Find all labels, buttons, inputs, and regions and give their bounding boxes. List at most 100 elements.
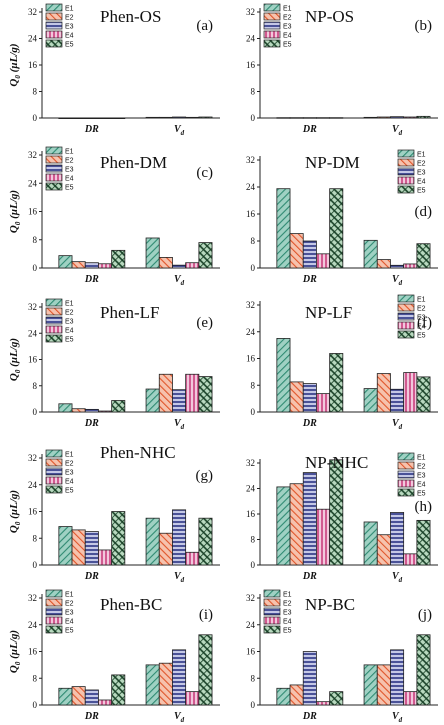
bar-e4-vd	[403, 263, 418, 269]
y-tick-label: 8	[251, 87, 256, 97]
legend-label: E1	[417, 297, 426, 304]
panel-label: (h)	[415, 499, 433, 515]
legend-label: E2	[65, 310, 74, 317]
bar-e1-vd	[363, 116, 378, 119]
x-tick-label: DR	[302, 418, 317, 429]
y-tick-label: 24	[246, 182, 256, 192]
legend-label: E5	[65, 337, 74, 344]
bar-e2-dr	[289, 684, 304, 706]
legend-label: E5	[417, 188, 426, 195]
bar-e1-vd	[145, 664, 160, 706]
bar-e3-vd	[172, 649, 187, 706]
legend-label: E1	[65, 592, 74, 599]
x-tick-label: Vd	[392, 418, 403, 431]
y-tick-label: 32	[28, 453, 37, 463]
legend-swatch-e1	[397, 452, 415, 461]
bar-e5-dr	[111, 511, 126, 566]
bar-e5-dr	[111, 249, 126, 269]
legend-label: E5	[65, 185, 74, 192]
y-tick-label: 24	[246, 34, 256, 44]
legend-label: E4	[65, 33, 74, 40]
x-tick-label: DR	[84, 571, 99, 582]
bar-e1-dr	[58, 403, 73, 413]
bar-e5-vd	[198, 242, 213, 269]
y-tick-label: 16	[28, 647, 38, 657]
legend-swatch-e3	[263, 21, 281, 30]
legend-swatch-e5	[263, 39, 281, 48]
y-tick-label: 8	[33, 673, 38, 683]
bar-e3-vd	[172, 389, 187, 413]
legend-label: E2	[65, 15, 74, 22]
bar-e1-vd	[145, 388, 160, 413]
panel-title: NP-NHC	[305, 453, 368, 472]
bar-e5-dr	[111, 674, 126, 706]
legend-swatch-e5	[45, 625, 63, 634]
bar-e1-vd	[363, 239, 378, 269]
legend-label: E1	[417, 455, 426, 462]
legend-swatch-e3	[397, 312, 415, 321]
legend: E1 E2 E3 E4 E5	[397, 452, 426, 498]
legend-label: E2	[417, 306, 426, 313]
y-tick-label: 0	[251, 113, 256, 123]
bar-e2-vd	[158, 532, 173, 566]
y-tick-label: 24	[28, 34, 38, 44]
x-tick-label: Vd	[392, 274, 403, 287]
legend-swatch-e3	[263, 607, 281, 616]
bar-e3-dr	[302, 240, 317, 269]
panel-title: Phen-BC	[100, 595, 162, 614]
y-tick-label: 24	[28, 620, 38, 630]
legend-swatch-e5	[397, 185, 415, 194]
legend-swatch-e4	[397, 321, 415, 330]
legend-swatch-e2	[45, 307, 63, 316]
bar-e2-vd	[376, 664, 391, 706]
bar-e1-dr	[58, 255, 73, 269]
bar-e3-vd	[390, 116, 405, 119]
legend: E1 E2 E3 E4 E5	[263, 589, 292, 635]
y-tick-label: 24	[246, 327, 256, 337]
x-tick-label: DR	[84, 124, 99, 135]
legend-label: E2	[283, 601, 292, 608]
legend: E1 E2 E3 E4 E5	[45, 298, 74, 344]
y-tick-label: 0	[33, 407, 38, 417]
x-tick-label: DR	[302, 124, 317, 135]
legend-swatch-e4	[45, 173, 63, 182]
bar-e3-dr	[84, 408, 99, 413]
x-tick-label: DR	[302, 274, 317, 285]
panel-label: (a)	[196, 18, 213, 34]
legend-label: E4	[65, 176, 74, 183]
legend-label: E5	[65, 42, 74, 49]
legend-swatch-e5	[45, 485, 63, 494]
legend-swatch-e1	[397, 294, 415, 303]
bar-e5-vd	[416, 519, 431, 566]
y-tick-label: 24	[28, 178, 38, 188]
y-tick-label: 32	[246, 155, 255, 165]
panel-title: NP-OS	[305, 7, 354, 26]
legend-swatch-e2	[397, 461, 415, 470]
panel-f: 0 8 16 24 32 DR Vd NP-LF (f) E1 E2 E3 E4 E5	[246, 294, 438, 431]
y-axis-label: Q0 (µL/g)	[8, 630, 22, 673]
legend-label: E4	[417, 179, 426, 186]
x-tick-label: Vd	[392, 124, 403, 137]
bar-e5-vd	[198, 517, 213, 566]
x-tick-label: Vd	[174, 711, 185, 724]
bar-e2-vd	[376, 259, 391, 269]
bar-e3-vd	[390, 649, 405, 706]
legend-swatch-e2	[263, 12, 281, 21]
x-tick-label: Vd	[174, 571, 185, 584]
legend-label: E4	[417, 482, 426, 489]
panel-h: 0 8 16 24 32 DR Vd NP-NHC (h) E1 E2 E3 E4 E5	[246, 452, 438, 584]
legend-label: E5	[417, 333, 426, 340]
legend-swatch-e1	[263, 589, 281, 598]
y-tick-label: 16	[28, 355, 38, 365]
legend-label: E4	[417, 324, 426, 331]
y-tick-label: 24	[246, 620, 256, 630]
legend-swatch-e5	[397, 330, 415, 339]
y-tick-label: 16	[246, 60, 256, 70]
bar-e3-vd	[390, 512, 405, 566]
bar-e4-dr	[98, 699, 113, 706]
bar-e5-vd	[416, 243, 431, 269]
legend-label: E3	[65, 610, 74, 617]
x-tick-label: Vd	[174, 418, 185, 431]
